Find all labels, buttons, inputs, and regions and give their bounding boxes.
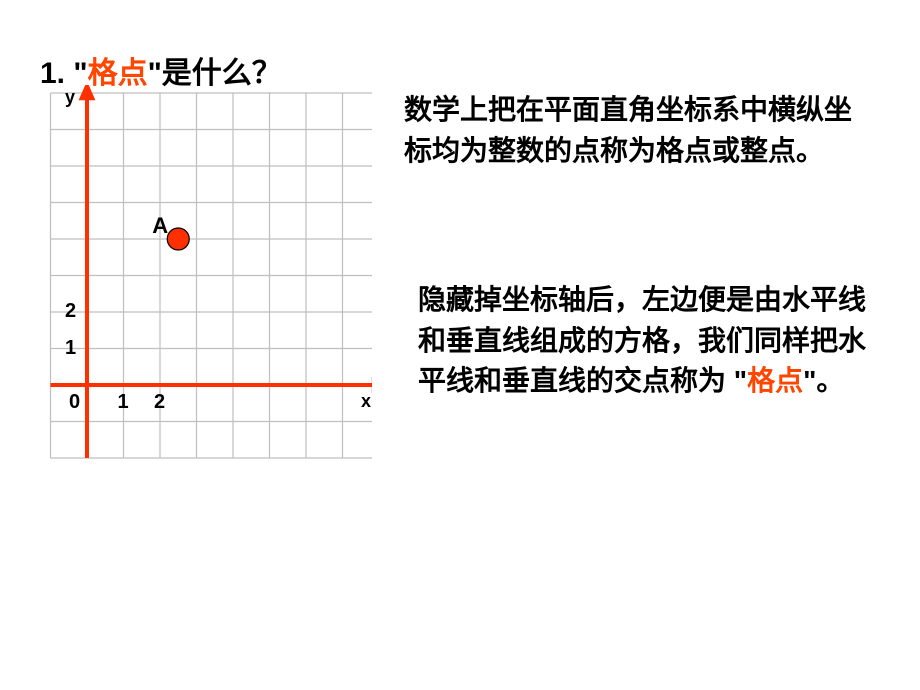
- definition-paragraph: 数学上把在平面直角坐标系中横纵坐标均为整数的点称为格点或整点。: [404, 90, 874, 171]
- x-axis-label: x: [361, 391, 371, 412]
- para2-accent: 格点: [747, 365, 803, 396]
- x-tick-label: 1: [118, 391, 129, 414]
- para2-suffix: "。: [803, 365, 844, 396]
- y-axis-label: y: [65, 87, 75, 108]
- explanation-paragraph: 隐藏掉坐标轴后，左边便是由水平线和垂直线组成的方格，我们同样把水平线和垂直线的交…: [418, 280, 878, 402]
- x-tick-label: 0: [69, 391, 80, 414]
- x-tick-label: 2: [154, 391, 165, 414]
- coordinate-grid: y x A 0 1 2 1 2: [32, 85, 372, 465]
- grid-svg: [32, 85, 372, 465]
- y-tick-label: 1: [65, 337, 76, 360]
- y-tick-label: 2: [65, 300, 76, 323]
- point-a-label: A: [152, 213, 168, 239]
